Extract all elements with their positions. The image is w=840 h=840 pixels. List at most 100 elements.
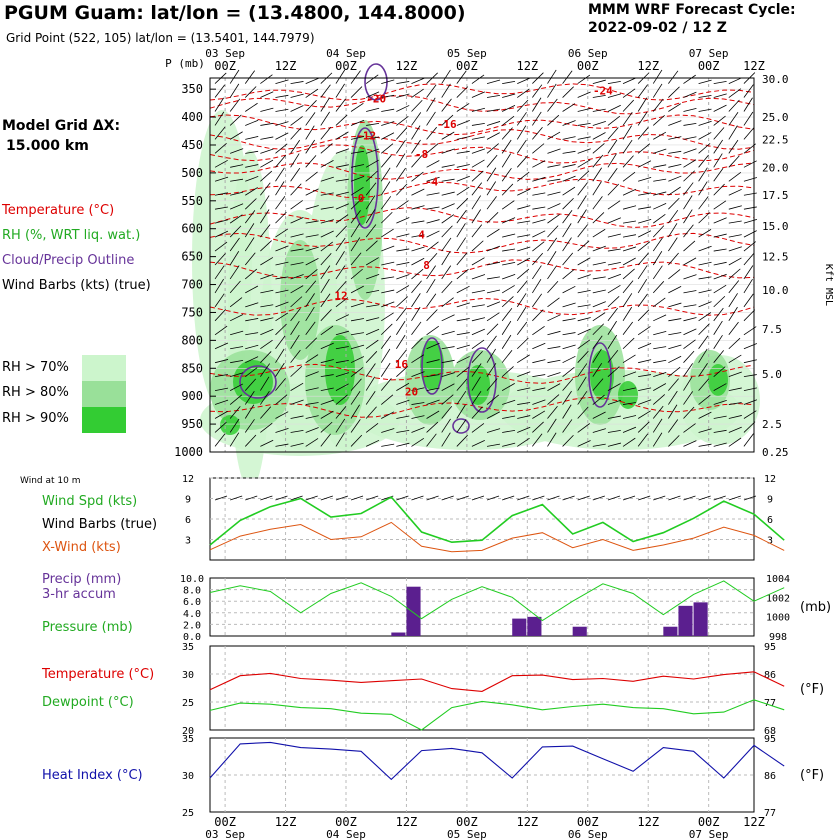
wind-barb — [622, 155, 634, 168]
wind-barb — [471, 136, 485, 140]
wind-barb — [229, 383, 244, 391]
pressure-tick-label: 800 — [181, 333, 203, 347]
wind-barb — [516, 139, 527, 154]
wind-barb — [380, 362, 391, 377]
bottom-time-label: 00Z — [698, 815, 720, 829]
wind-barb — [698, 79, 712, 84]
wind-barb — [320, 278, 330, 294]
wind-barb — [471, 317, 486, 322]
wind-barb — [683, 423, 696, 433]
pressure-tick-right: 998 — [769, 632, 787, 643]
wind10-barb — [260, 495, 273, 501]
wind-barb — [668, 70, 679, 84]
wind-barb — [698, 276, 712, 280]
wind-barb — [516, 125, 527, 140]
wind-barb — [668, 197, 680, 210]
wind-barb — [743, 97, 753, 112]
wind-barb — [592, 154, 604, 168]
wind-barb — [743, 111, 754, 126]
wind10-barb — [743, 495, 757, 501]
wind-barb — [396, 116, 409, 126]
wind-barb — [486, 108, 501, 112]
wind-barb — [562, 70, 573, 84]
wind-barb — [244, 210, 256, 224]
wind-barb — [350, 268, 363, 280]
wind-barb — [471, 159, 485, 168]
wind-barb — [214, 399, 229, 405]
wind-barb — [411, 99, 423, 112]
wind-barb — [230, 372, 244, 378]
wind-barb — [335, 148, 350, 154]
wind-barb — [260, 257, 274, 266]
wind-barb — [411, 220, 425, 224]
wind-barb — [244, 404, 255, 419]
wind-barb — [335, 191, 349, 196]
wind-barb — [577, 122, 591, 126]
wind-barb — [229, 131, 243, 140]
kft-tick-label: 12.5 — [762, 251, 789, 264]
wind-barb — [471, 195, 481, 210]
wind-barb — [229, 418, 240, 433]
wind-barb — [502, 93, 516, 98]
wind-barb — [486, 154, 498, 168]
wind-barb — [335, 251, 345, 266]
wind-barb — [622, 437, 636, 447]
pressure-line — [209, 580, 785, 622]
wind-barb — [698, 443, 712, 447]
wind-barb — [305, 268, 318, 280]
wind-barb — [214, 265, 225, 280]
wind-barb — [698, 181, 708, 196]
wind-barb — [214, 126, 226, 140]
wind-barb — [713, 80, 727, 84]
wind-barb — [365, 339, 379, 350]
kft-tick-label: 10.0 — [762, 284, 789, 297]
wind-barb — [532, 176, 546, 182]
wind-barb — [350, 210, 361, 224]
wind-barb — [335, 330, 350, 336]
top-time-label: 00Z — [335, 59, 357, 73]
wind-barb — [411, 246, 425, 252]
wind-barb — [426, 399, 440, 405]
wind-barb — [562, 103, 576, 112]
precip-tick: 8.0 — [183, 586, 201, 597]
wind-barb — [411, 112, 422, 126]
wind-barb — [486, 143, 499, 154]
wind-barb — [532, 230, 546, 238]
wind-barb — [622, 268, 635, 280]
wind-barb — [637, 160, 652, 168]
wind-barb — [652, 432, 663, 447]
wind-speed-line — [209, 496, 785, 546]
wind-barb — [653, 314, 667, 322]
temp-tick-f: 95 — [764, 642, 776, 653]
wind-barb — [577, 339, 591, 350]
wind-barb — [290, 139, 301, 154]
wind-barb — [517, 387, 531, 391]
wind-barb — [320, 97, 330, 112]
wind-barb — [637, 421, 650, 433]
wind-barb — [290, 349, 301, 363]
wind-barb — [592, 323, 605, 336]
wind-barb — [230, 148, 244, 154]
wind-barb — [743, 309, 756, 322]
wind-barb — [501, 115, 515, 126]
wind-barb — [366, 317, 380, 322]
wind-barb — [577, 363, 588, 377]
rh80-swatch — [82, 381, 126, 407]
wind-barb — [350, 378, 362, 391]
wind-barb — [501, 366, 514, 377]
legend-precip: Precip (mm) — [42, 572, 122, 587]
wind-barb — [637, 127, 649, 140]
wind-barb — [260, 328, 274, 336]
wind-barb — [275, 228, 289, 238]
wind-barb — [396, 248, 410, 252]
wind-barb — [743, 433, 754, 447]
wind-barb — [335, 406, 347, 419]
wind-barb — [562, 197, 574, 210]
cross-section-frame — [209, 77, 755, 453]
bottom-time-label: 12Z — [743, 815, 765, 829]
f-unit-2: (°F) — [800, 768, 825, 783]
wind-barb — [516, 321, 528, 336]
wind-barb — [320, 342, 334, 350]
wind-barb — [652, 251, 663, 266]
wind-barb — [607, 261, 621, 266]
